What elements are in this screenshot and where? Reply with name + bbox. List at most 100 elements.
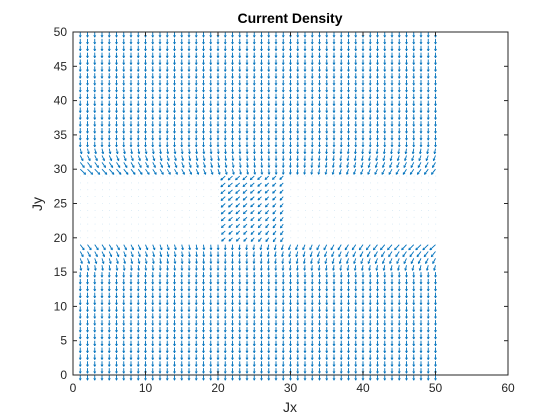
quiver-arrow <box>115 265 119 271</box>
quiver-arrow <box>397 320 401 326</box>
quiver-arrow <box>223 258 227 264</box>
quiver-arrow <box>288 251 291 258</box>
quiver-arrow <box>245 320 249 326</box>
quiver-arrow <box>180 285 184 292</box>
quiver-arrow <box>412 340 416 347</box>
quiver-arrow <box>383 299 387 305</box>
quiver-arrow <box>181 244 184 251</box>
quiver-arrow <box>123 244 127 251</box>
quiver-arrow <box>296 265 299 271</box>
quiver-arrow <box>220 216 226 222</box>
quiver-arrow <box>325 278 329 285</box>
quiver-arrow <box>434 278 437 285</box>
quiver-arrow <box>107 292 111 299</box>
quiver-arrow <box>137 148 141 155</box>
quiver-arrow <box>403 162 407 168</box>
quiver-arrow <box>303 368 307 374</box>
quiver-arrow <box>187 375 191 381</box>
quiver-arrow <box>187 265 191 271</box>
quiver-arrow <box>281 292 285 299</box>
y-tick-label: 15 <box>54 265 68 279</box>
quiver-arrow <box>235 230 241 235</box>
quiver-arrow <box>195 251 199 257</box>
quiver-arrow <box>264 182 270 187</box>
quiver-arrow <box>187 299 191 305</box>
quiver-arrow <box>310 169 314 175</box>
quiver-arrow <box>252 326 256 333</box>
quiver-arrow <box>129 272 133 278</box>
quiver-arrow <box>137 168 143 175</box>
quiver-arrow <box>216 251 220 257</box>
quiver-arrow <box>180 375 184 381</box>
quiver-arrow <box>209 244 213 251</box>
quiver-arrow <box>388 168 393 175</box>
quiver-arrow <box>202 141 205 148</box>
quiver-arrow <box>87 148 90 155</box>
quiver-arrow <box>367 162 371 168</box>
quiver-arrow <box>323 244 328 251</box>
quiver-arrow <box>129 347 133 353</box>
quiver-arrow <box>122 354 126 360</box>
quiver-arrow <box>159 155 163 161</box>
quiver-arrow <box>289 272 292 278</box>
quiver-arrow <box>166 258 170 264</box>
quiver-arrow <box>317 258 321 264</box>
quiver-arrow <box>216 340 220 347</box>
quiver-arrow <box>390 272 394 278</box>
quiver-arrow <box>412 375 416 381</box>
quiver-arrow <box>174 155 177 161</box>
quiver-arrow <box>130 148 134 155</box>
quiver-arrow <box>376 361 379 367</box>
quiver-arrow <box>108 251 113 258</box>
quiver-arrow <box>332 134 336 141</box>
quiver-arrow <box>339 299 343 305</box>
quiver-arrow <box>396 162 400 168</box>
quiver-arrow <box>221 237 226 242</box>
quiver-arrow <box>332 141 336 148</box>
quiver-arrow <box>310 148 314 155</box>
quiver-arrow <box>223 326 227 333</box>
quiver-arrow <box>267 299 271 305</box>
quiver-arrow <box>361 361 365 367</box>
quiver-arrow <box>100 326 104 333</box>
quiver-arrow <box>346 148 350 155</box>
quiver-arrow <box>165 326 169 333</box>
quiver-arrow <box>318 375 321 381</box>
quiver-arrow <box>361 272 365 278</box>
quiver-arrow <box>166 148 170 155</box>
quiver-arrow <box>86 375 89 381</box>
quiver-arrow <box>252 333 256 340</box>
quiver-arrow <box>332 368 336 374</box>
quiver-arrow <box>281 169 285 175</box>
quiver-arrow <box>216 313 220 319</box>
quiver-arrow <box>144 141 147 148</box>
quiver-arrow <box>245 326 249 333</box>
quiver-arrow <box>383 313 387 319</box>
quiver-arrow <box>210 162 214 168</box>
quiver-arrow <box>115 285 118 292</box>
quiver-arrow <box>376 272 379 278</box>
quiver-arrow <box>78 340 82 347</box>
quiver-arrow <box>397 368 401 374</box>
quiver-arrow <box>235 175 241 181</box>
quiver-arrow <box>405 313 408 319</box>
quiver-arrow <box>107 340 111 347</box>
quiver-arrow <box>303 333 307 340</box>
quiver-arrow <box>434 354 437 360</box>
quiver-arrow <box>107 375 111 381</box>
quiver-arrow <box>390 285 394 292</box>
quiver-arrow <box>376 278 379 285</box>
quiver-arrow <box>383 306 387 312</box>
quiver-arrow <box>347 320 350 326</box>
quiver-arrow <box>325 285 329 292</box>
quiver-arrow <box>187 361 191 367</box>
quiver-arrow <box>87 244 92 251</box>
quiver-arrow <box>361 333 365 340</box>
quiver-arrow <box>86 313 89 319</box>
quiver-arrow <box>100 333 104 340</box>
quiver-arrow <box>250 223 255 228</box>
quiver-arrow <box>339 340 343 347</box>
quiver-arrow <box>231 272 234 278</box>
quiver-arrow <box>187 340 191 347</box>
quiver-arrow <box>260 375 263 381</box>
